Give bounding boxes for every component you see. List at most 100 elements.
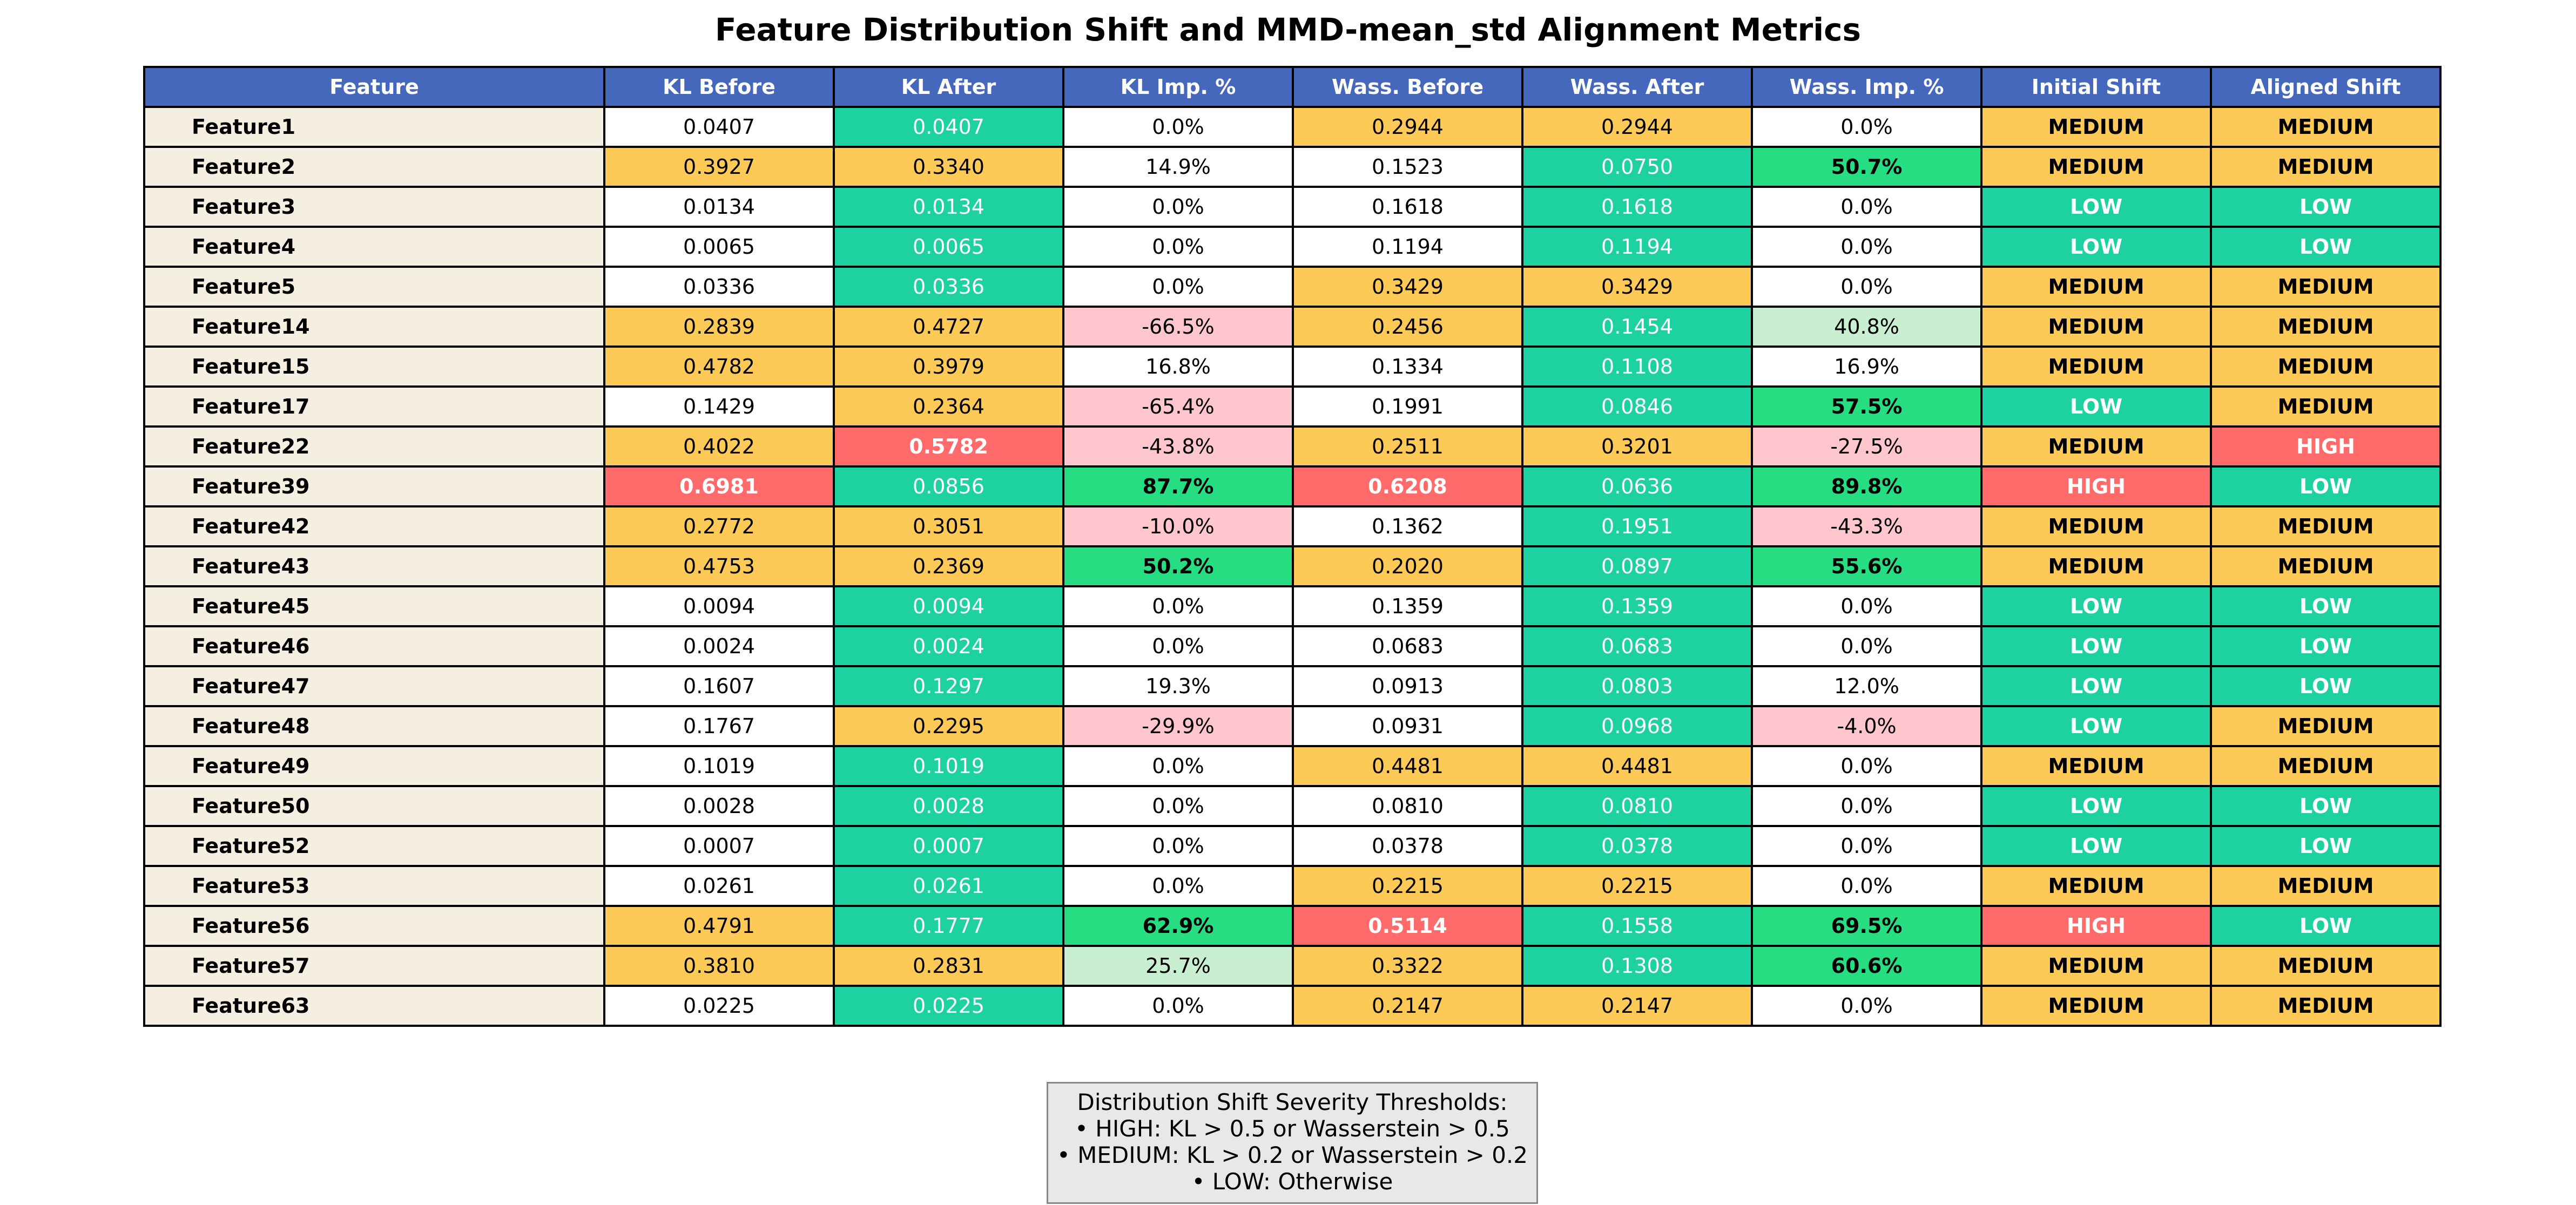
- table-cell: HIGH: [2210, 425, 2442, 468]
- table-cell: LOW: [2210, 625, 2442, 667]
- table-cell: 0.1359: [1292, 585, 1523, 627]
- table-cell: MEDIUM: [1980, 306, 2212, 348]
- table-cell: 0.0261: [833, 865, 1064, 907]
- table-row: Feature57 0.3810 0.2831 25.7% 0.3322 0.1308 60…: [143, 945, 2442, 987]
- table-cell: 0.3810: [603, 945, 835, 987]
- table-row: Feature17 0.1429 0.2364 -65.4% 0.1991 0.0846 5…: [143, 385, 2442, 428]
- table-cell: MEDIUM: [1980, 985, 2212, 1027]
- table-cell: 0.4753: [603, 545, 835, 587]
- table-cell: 0.1454: [1521, 306, 1753, 348]
- table-cell: 0.1019: [833, 745, 1064, 787]
- table-cell: MEDIUM: [1980, 266, 2212, 308]
- table-cell: 0.1991: [1292, 385, 1523, 428]
- feature-name-cell: Feature52: [143, 825, 605, 867]
- table-cell: 0.5114: [1292, 905, 1523, 947]
- table-cell: LOW: [1980, 226, 2212, 268]
- table-row: Feature42 0.2772 0.3051 -10.0% 0.1362 0.1951-…: [143, 505, 2442, 547]
- table-cell: 0.1334: [1292, 346, 1523, 388]
- table-cell: 0.3429: [1521, 266, 1753, 308]
- feature-name-cell: Feature3: [143, 186, 605, 228]
- table-cell: MEDIUM: [1980, 945, 2212, 987]
- table-cell: 0.1558: [1521, 905, 1753, 947]
- table-cell: 0.0810: [1521, 785, 1753, 827]
- table-cell: 0.4481: [1521, 745, 1753, 787]
- table-cell: 0.2369: [833, 545, 1064, 587]
- feature-name-cell: Feature42: [143, 505, 605, 547]
- table-cell: 0.0028: [833, 785, 1064, 827]
- table-cell: 0.3979: [833, 346, 1064, 388]
- table-cell: LOW: [2210, 186, 2442, 228]
- table-cell: 0.1194: [1292, 226, 1523, 268]
- column-header: Feature: [143, 66, 605, 108]
- table-cell: 0.6208: [1292, 465, 1523, 507]
- table-cell: MEDIUM: [2210, 865, 2442, 907]
- table-cell: LOW: [2210, 665, 2442, 707]
- table-cell: LOW: [1980, 585, 2212, 627]
- table-cell: 0.0750: [1521, 146, 1753, 188]
- table-cell: 0.0%: [1062, 825, 1294, 867]
- table-cell: 0.2215: [1521, 865, 1753, 907]
- table-cell: MEDIUM: [2210, 346, 2442, 388]
- column-header: Aligned Shift: [2210, 66, 2442, 108]
- table-cell: 0.0225: [833, 985, 1064, 1027]
- table-body: Feature1 0.0407 0.0407 0.0% 0.2944 0.2944 0.0%…: [143, 106, 2442, 1027]
- table-cell: LOW: [1980, 665, 2212, 707]
- table-cell: 0.0%: [1062, 106, 1294, 148]
- table-cell: LOW: [1980, 705, 2212, 747]
- table-cell: 0.0%: [1062, 186, 1294, 228]
- table-row: Feature52 0.0007 0.0007 0.0% 0.0378 0.0378 0.0…: [143, 825, 2442, 867]
- legend-title: Distribution Shift Severity Thresholds:: [1077, 1089, 1508, 1115]
- table-cell: 0.1019: [603, 745, 835, 787]
- table-row: Feature56 0.4791 0.1777 62.9% 0.5114 0.1558 69…: [143, 905, 2442, 947]
- table-cell: LOW: [2210, 226, 2442, 268]
- feature-name-cell: Feature48: [143, 705, 605, 747]
- feature-name-cell: Feature50: [143, 785, 605, 827]
- table-cell: LOW: [1980, 785, 2212, 827]
- table-cell: 0.5782: [833, 425, 1064, 468]
- table-cell: 0.2147: [1521, 985, 1753, 1027]
- table-row: Feature15 0.4782 0.3979 16.8% 0.1334 0.1108 16…: [143, 346, 2442, 388]
- table-cell: 0.4727: [833, 306, 1064, 348]
- table-cell: MEDIUM: [1980, 505, 2212, 547]
- table-cell: 0.0336: [833, 266, 1064, 308]
- table-cell: LOW: [2210, 825, 2442, 867]
- table-cell: MEDIUM: [2210, 945, 2442, 987]
- table-row: Feature45 0.0094 0.0094 0.0% 0.1359 0.1359 0.0…: [143, 585, 2442, 627]
- table-cell: 62.9%: [1062, 905, 1294, 947]
- table-cell: 0.0225: [603, 985, 835, 1027]
- table-cell: 0.0134: [833, 186, 1064, 228]
- table-cell: HIGH: [1980, 465, 2212, 507]
- table-row: Feature49 0.1019 0.1019 0.0% 0.4481 0.4481 0.0…: [143, 745, 2442, 787]
- table-cell: 0.0094: [603, 585, 835, 627]
- table-cell: 89.8%: [1751, 465, 1982, 507]
- table-cell: 0.0%: [1062, 625, 1294, 667]
- table-cell: 0.4782: [603, 346, 835, 388]
- table-cell: -4.0%: [1751, 705, 1982, 747]
- feature-name-cell: Feature5: [143, 266, 605, 308]
- table-cell: 19.3%: [1062, 665, 1294, 707]
- table-cell: 0.4022: [603, 425, 835, 468]
- table-cell: 0.0378: [1292, 825, 1523, 867]
- table-cell: 0.2295: [833, 705, 1064, 747]
- table-cell: 0.0%: [1751, 625, 1982, 667]
- table-row: Feature50 0.0028 0.0028 0.0% 0.0810 0.0810 0.0…: [143, 785, 2442, 827]
- table-cell: 0.0%: [1751, 785, 1982, 827]
- column-header: KL Imp. %: [1062, 66, 1294, 108]
- table-cell: LOW: [2210, 465, 2442, 507]
- table-cell: 0.0636: [1521, 465, 1753, 507]
- table-row: Feature53 0.0261 0.0261 0.0% 0.2215 0.2215 0.0…: [143, 865, 2442, 907]
- table-cell: 0.0%: [1751, 825, 1982, 867]
- table-cell: MEDIUM: [1980, 146, 2212, 188]
- feature-name-cell: Feature53: [143, 865, 605, 907]
- table-cell: MEDIUM: [2210, 545, 2442, 587]
- table-cell: MEDIUM: [2210, 266, 2442, 308]
- table-cell: 0.0336: [603, 266, 835, 308]
- table-cell: 0.0065: [833, 226, 1064, 268]
- table-cell: 0.0846: [1521, 385, 1753, 428]
- table-cell: 57.5%: [1751, 385, 1982, 428]
- table-cell: 0.0065: [603, 226, 835, 268]
- feature-name-cell: Feature1: [143, 106, 605, 148]
- feature-name-cell: Feature2: [143, 146, 605, 188]
- table-cell: 0.3927: [603, 146, 835, 188]
- table-cell: 0.3051: [833, 505, 1064, 547]
